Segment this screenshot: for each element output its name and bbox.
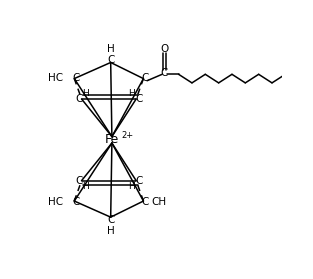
Text: C: C bbox=[160, 68, 168, 78]
Text: H: H bbox=[128, 182, 135, 191]
Text: C: C bbox=[107, 215, 114, 225]
Text: Fe: Fe bbox=[105, 133, 119, 146]
Text: HC: HC bbox=[48, 197, 63, 207]
Text: HC: HC bbox=[48, 73, 63, 83]
Text: H: H bbox=[83, 182, 89, 191]
Text: O: O bbox=[160, 44, 168, 54]
Text: CH: CH bbox=[151, 197, 167, 207]
Text: H: H bbox=[107, 226, 115, 236]
Text: C: C bbox=[135, 176, 142, 186]
Text: C: C bbox=[141, 73, 148, 83]
Text: C: C bbox=[135, 94, 142, 104]
Text: C: C bbox=[75, 94, 83, 104]
Text: C: C bbox=[107, 55, 114, 65]
Text: C: C bbox=[73, 73, 80, 83]
Text: C: C bbox=[73, 197, 80, 207]
Text: 2+: 2+ bbox=[122, 131, 134, 140]
Text: C: C bbox=[141, 197, 148, 207]
Text: H: H bbox=[128, 89, 135, 98]
Text: H: H bbox=[107, 44, 115, 54]
Text: C: C bbox=[75, 176, 83, 186]
Text: H: H bbox=[83, 89, 89, 98]
